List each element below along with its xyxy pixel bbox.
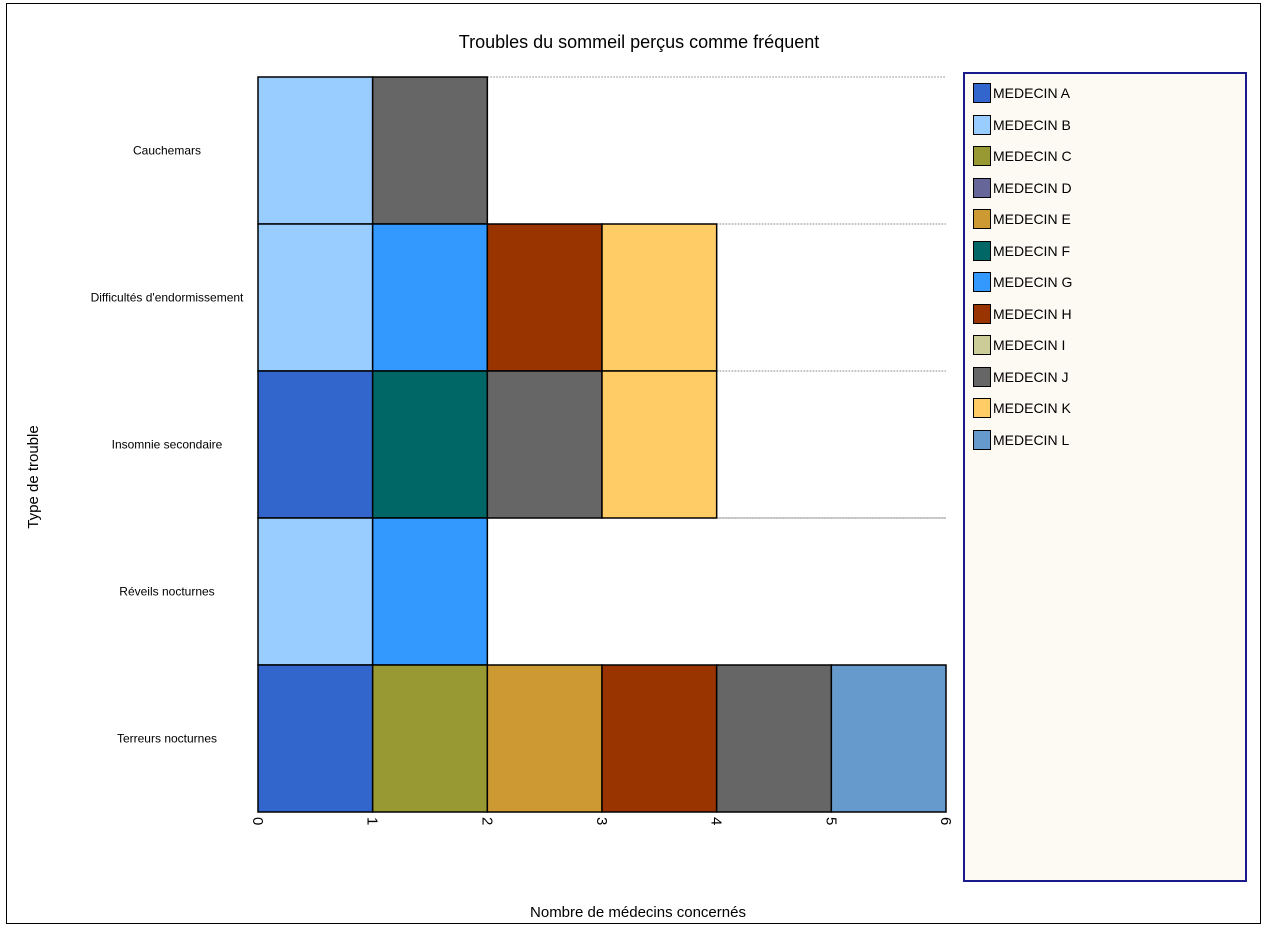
legend-swatch: [973, 83, 991, 103]
legend-swatch: [973, 114, 991, 135]
category-label: Réveils nocturnes: [119, 585, 214, 599]
legend-item: MEDECIN F: [973, 240, 1070, 262]
bar-segment: [601, 370, 718, 519]
legend-swatch: [973, 272, 991, 292]
x-tick-label: 2: [478, 817, 495, 825]
legend-swatch: [973, 429, 991, 450]
legend-item: MEDECIN E: [973, 208, 1071, 230]
x-axis-label: Nombre de médecins concernés: [530, 904, 746, 921]
legend-swatch: [973, 398, 991, 418]
bar-segment: [715, 664, 833, 813]
legend-label: MEDECIN L: [993, 431, 1070, 448]
legend-item: MEDECIN K: [973, 397, 1071, 419]
legend-item: MEDECIN I: [973, 334, 1065, 356]
legend-item: MEDECIN L: [973, 429, 1069, 451]
legend-swatch: [973, 177, 991, 198]
bar-segment: [257, 664, 374, 813]
x-tick-label: 1: [364, 817, 381, 825]
y-axis-label: Type de trouble: [25, 425, 42, 528]
legend-label: MEDECIN G: [993, 274, 1073, 290]
bar-segment: [371, 517, 489, 666]
legend-swatch: [973, 209, 991, 229]
legend-item: MEDECIN H: [973, 303, 1072, 325]
bar-segment: [257, 517, 374, 666]
category-label: Difficultés d'endormissement: [91, 291, 244, 305]
chart-svg: Troubles du sommeil perçus comme fréquen…: [25, 32, 954, 921]
legend-swatch: [973, 335, 991, 355]
legend-swatch: [973, 366, 991, 387]
x-tick-labels: 0 1 2 3 4 5 6: [249, 817, 954, 825]
bars: [257, 76, 947, 813]
bar-segment: [257, 76, 374, 225]
legend-item: MEDECIN D: [973, 177, 1072, 199]
category-label: Insomnie secondaire: [112, 438, 223, 452]
bar-segment: [486, 223, 603, 372]
legend-label: MEDECIN J: [993, 368, 1069, 385]
bar-segment: [486, 370, 603, 519]
legend-swatch: [973, 240, 991, 261]
legend-swatch: [973, 303, 991, 324]
bar-segment: [257, 370, 374, 519]
x-tick-label: 3: [593, 817, 610, 825]
x-tick-label: 0: [249, 817, 266, 825]
legend-label: MEDECIN C: [993, 148, 1072, 164]
legend-item: MEDECIN C: [973, 145, 1072, 167]
category-labels: Cauchemars Difficultés d'endormissement In…: [91, 144, 244, 746]
bar-segment: [486, 664, 603, 813]
bar-segment: [601, 223, 718, 372]
legend-label: MEDECIN K: [993, 400, 1071, 416]
legend-label: MEDECIN I: [993, 337, 1066, 353]
bar-segment: [371, 664, 489, 813]
x-tick-label: 4: [708, 817, 725, 825]
legend-item: MEDECIN B: [973, 114, 1071, 136]
bar-segment: [371, 223, 489, 372]
legend-label: MEDECIN E: [993, 211, 1071, 227]
legend-item: MEDECIN G: [973, 271, 1072, 293]
legend-label: MEDECIN B: [993, 116, 1071, 133]
x-tick-label: 5: [822, 817, 839, 825]
legend-swatch: [973, 146, 991, 166]
legend-label: MEDECIN H: [993, 305, 1072, 322]
bar-segment: [257, 223, 374, 372]
legend-label: MEDECIN D: [993, 179, 1072, 196]
chart-title: Troubles du sommeil perçus comme fréquen…: [459, 32, 819, 52]
bar-segment: [601, 664, 718, 813]
legend-label: MEDECIN A: [993, 85, 1071, 101]
bar-segment: [371, 370, 489, 519]
bar-segment: [371, 76, 489, 225]
legend: MEDECIN A MEDECIN B MEDECIN C MEDECIN D MEDE…: [963, 72, 1247, 882]
legend-item: MEDECIN A: [973, 82, 1070, 104]
category-label: Terreurs nocturnes: [117, 732, 217, 746]
x-tick-label: 6: [937, 817, 954, 825]
category-label: Cauchemars: [133, 144, 201, 158]
legend-label: MEDECIN F: [993, 242, 1070, 259]
bar-segment: [830, 664, 947, 813]
legend-item: MEDECIN J: [973, 366, 1068, 388]
